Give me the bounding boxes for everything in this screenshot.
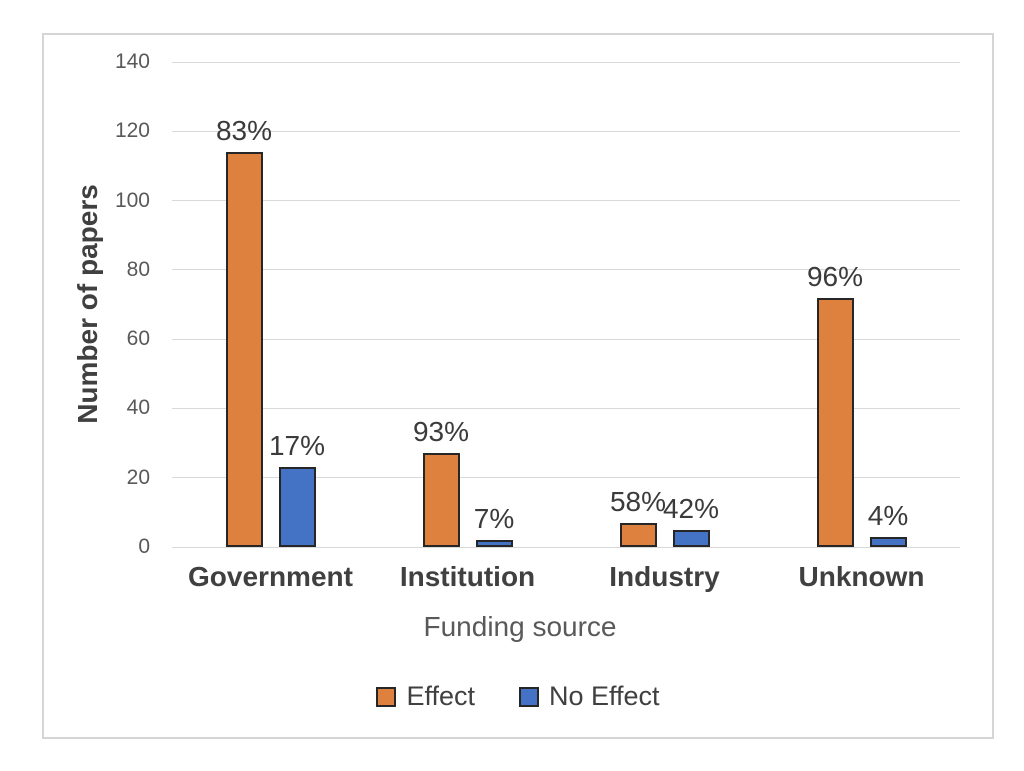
bar-value-label: 58% <box>609 485 667 517</box>
y-tick-label: 40 <box>126 396 150 420</box>
bar-value-label: 93% <box>412 416 470 448</box>
category-label: Unknown <box>798 561 925 592</box>
chart-frame: Number of papers Funding source Effect No… <box>42 33 994 739</box>
bar-value-label: 42% <box>662 492 720 524</box>
bar-value-label: 7% <box>473 503 515 535</box>
category-label: Industry <box>609 561 720 592</box>
category-label: Government <box>188 561 353 592</box>
legend: Effect No Effect <box>44 681 992 712</box>
bar-effect <box>422 453 460 547</box>
bar-no-effect <box>475 540 513 547</box>
x-axis-title: Funding source <box>423 611 617 642</box>
legend-swatch <box>376 686 397 707</box>
category-label: Institution <box>399 561 536 592</box>
gridline <box>172 477 960 479</box>
y-tick-label: 60 <box>126 327 150 351</box>
y-tick-label: 0 <box>138 535 150 558</box>
legend-item: No Effect <box>518 681 660 712</box>
bar-effect <box>619 522 657 547</box>
legend-label: No Effect <box>548 681 660 711</box>
y-tick-label: 80 <box>126 257 150 281</box>
legend-label: Effect <box>406 681 475 711</box>
y-tick-label: 100 <box>114 188 150 212</box>
legend-swatch <box>518 686 539 707</box>
bar-effect <box>225 152 263 547</box>
gridline <box>172 546 960 548</box>
bar-value-label: 17% <box>268 430 326 462</box>
bar-no-effect <box>672 529 710 547</box>
gridline <box>172 61 960 63</box>
y-tick-label: 20 <box>126 465 150 489</box>
gridline <box>172 130 960 132</box>
bar-value-label: 83% <box>215 115 273 147</box>
bar-value-label: 4% <box>867 499 909 531</box>
bar-effect <box>816 297 854 547</box>
y-tick-label: 140 <box>114 50 150 73</box>
y-tick-label: 120 <box>114 119 150 143</box>
gridline <box>172 407 960 409</box>
bar-value-label: 96% <box>806 260 864 292</box>
bar-no-effect <box>869 536 907 547</box>
gridline <box>172 338 960 340</box>
y-axis-title: Number of papers <box>72 184 103 424</box>
gridline <box>172 200 960 202</box>
gridline <box>172 269 960 271</box>
bar-no-effect <box>278 467 316 547</box>
legend-item: Effect <box>376 681 475 712</box>
